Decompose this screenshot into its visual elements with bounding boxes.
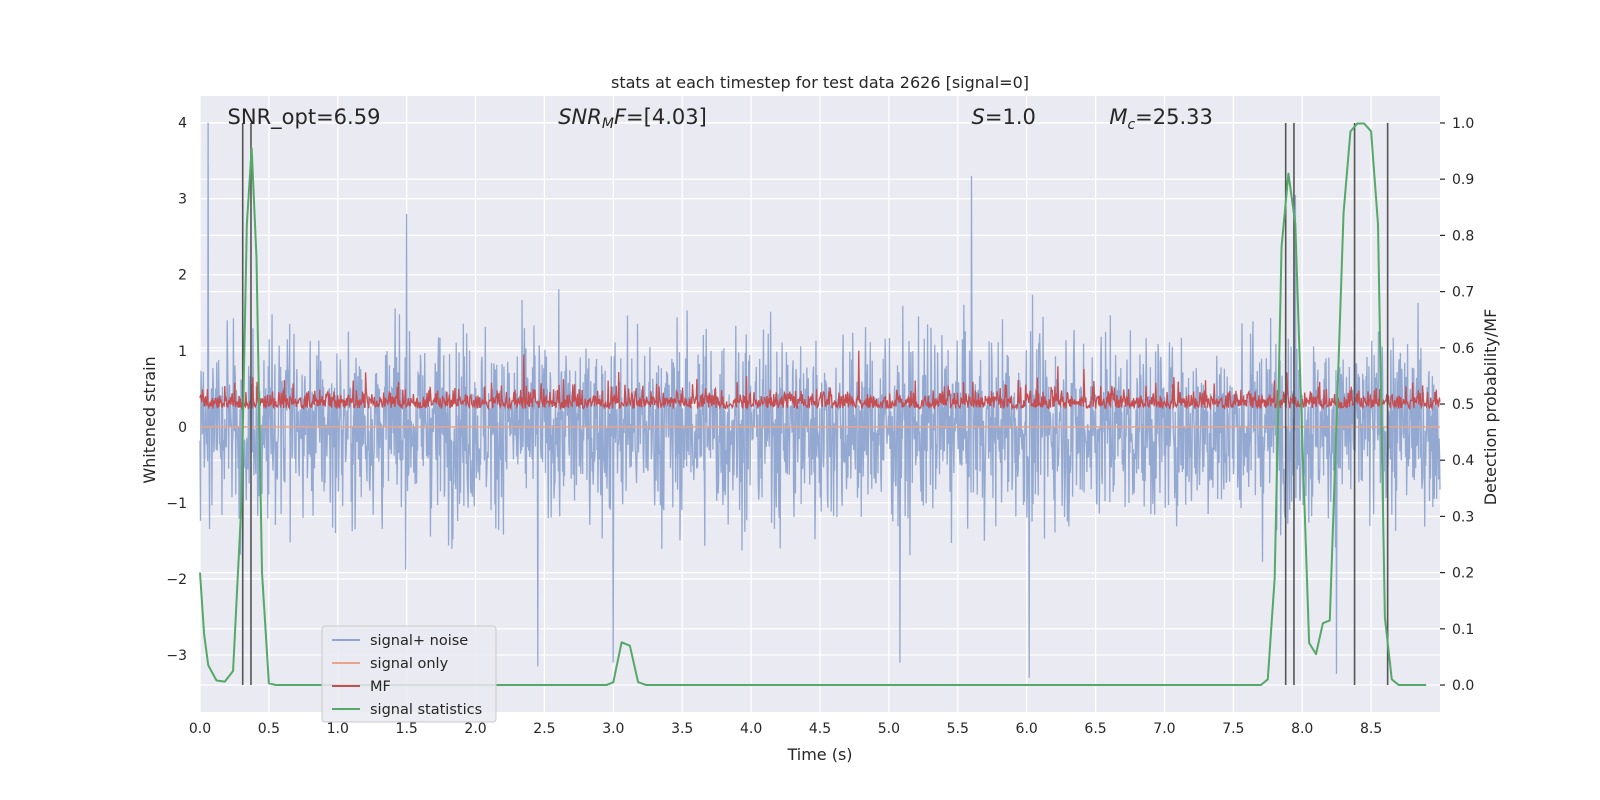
y-tick-label-left-0: 4: [178, 116, 187, 132]
x-tick-label-7: 3.5: [671, 721, 693, 737]
y-tick-label-left-6: −2: [166, 572, 187, 588]
x-tick-label-12: 6.0: [1016, 721, 1038, 737]
mf-line: [199, 350, 1441, 411]
legend-label-2: MF: [370, 679, 391, 695]
x-tick-label-16: 8.0: [1291, 721, 1313, 737]
legend-box: [321, 625, 497, 723]
annotation-2: S=1.0: [972, 105, 1036, 129]
mf-series: [199, 350, 1441, 411]
x-tick-label-8: 4.0: [740, 721, 762, 737]
x-tick-label-1: 0.5: [258, 721, 280, 737]
legend-label-1: signal only: [370, 656, 449, 672]
annotation-1: SNRMF=[4.03]: [558, 105, 707, 132]
signal-statistics-series: [199, 122, 1427, 687]
x-tick-label-17: 8.5: [1360, 721, 1382, 737]
x-tick-label-5: 2.5: [533, 721, 555, 737]
y-tick-label-left-4: 0: [178, 420, 187, 436]
y-tick-label-left-2: 2: [178, 268, 187, 284]
x-tick-label-2: 1.0: [327, 721, 349, 737]
ticks: 0.0 0.5 1.0 1.5 2.0 2.5 3.0 3.5 4.0 4.5 5.0 5.5 6.0 6…: [166, 116, 1474, 737]
annotation-3: Mc=25.33: [1109, 105, 1213, 133]
y-tick-label-right-9: 0.1: [1452, 622, 1474, 638]
y-axis-label-right: Detection probability/MF: [1481, 309, 1500, 506]
x-tick-label-14: 7.0: [1153, 721, 1175, 737]
y-tick-label-left-3: 1: [178, 344, 187, 360]
legend-label-3: signal statistics: [370, 702, 482, 718]
y-tick-label-right-5: 0.5: [1452, 397, 1474, 413]
chart-title: stats at each timestep for test data 262…: [611, 73, 1029, 92]
signal-statistics-line: [199, 122, 1427, 687]
signal-plus-noise-line: [199, 122, 1441, 678]
x-tick-label-10: 5.0: [878, 721, 900, 737]
x-tick-label-0: 0.0: [189, 721, 211, 737]
legend: signal+ noise signal only MF signal statist…: [321, 625, 497, 723]
vertical-markers: [241, 122, 1389, 686]
y-tick-label-right-10: 0.0: [1452, 678, 1474, 694]
y-tick-label-right-7: 0.3: [1452, 509, 1474, 525]
y-tick-label-right-1: 0.9: [1452, 172, 1474, 188]
x-tick-label-15: 7.5: [1222, 721, 1244, 737]
grid: [199, 96, 1440, 712]
y-tick-label-left-5: −1: [166, 496, 187, 512]
x-tick-label-11: 5.5: [947, 721, 969, 737]
y-tick-label-right-3: 0.7: [1452, 285, 1474, 301]
x-tick-label-13: 6.5: [1084, 721, 1106, 737]
x-tick-label-4: 2.0: [464, 721, 486, 737]
x-tick-label-3: 1.5: [396, 721, 418, 737]
y-tick-label-right-2: 0.8: [1452, 228, 1474, 244]
x-axis-label: Time (s): [786, 745, 852, 764]
x-tick-label-9: 4.5: [809, 721, 831, 737]
legend-label-0: signal+ noise: [370, 633, 468, 649]
y-tick-label-left-7: −3: [166, 648, 187, 664]
x-tick-label-6: 3.0: [602, 721, 624, 737]
y-axis-label-left: Whitened strain: [140, 356, 159, 483]
y-tick-label-right-4: 0.6: [1452, 341, 1474, 357]
y-tick-label-right-0: 1.0: [1452, 116, 1474, 132]
y-tick-label-left-1: 3: [178, 192, 187, 208]
y-tick-label-right-6: 0.4: [1452, 453, 1474, 469]
annotations: SNR_opt=6.59 SNRMF=[4.03] S=1.0 Mc=25.33: [228, 105, 1213, 133]
annotation-0: SNR_opt=6.59: [228, 105, 381, 130]
y-tick-label-right-8: 0.2: [1452, 566, 1474, 582]
signal-plus-noise-series: [199, 122, 1441, 678]
